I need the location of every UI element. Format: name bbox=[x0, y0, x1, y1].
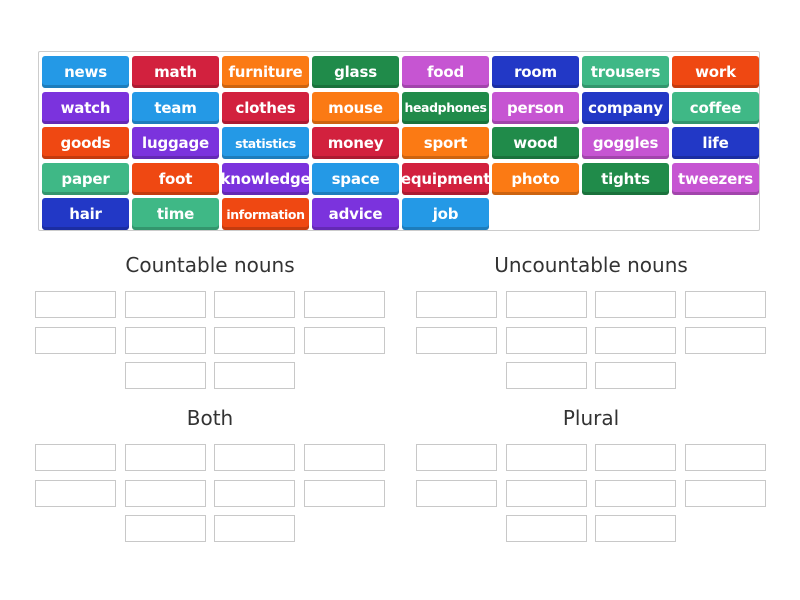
word-tile[interactable]: statistics bbox=[222, 127, 309, 159]
drop-slot[interactable] bbox=[505, 515, 587, 542]
drop-slot[interactable] bbox=[685, 444, 767, 471]
drop-slot[interactable] bbox=[685, 291, 767, 318]
drop-slot[interactable] bbox=[214, 444, 296, 471]
word-tile[interactable]: luggage bbox=[132, 127, 219, 159]
group-title: Both bbox=[186, 406, 234, 430]
drop-slot[interactable] bbox=[595, 362, 677, 389]
drop-slot[interactable] bbox=[304, 291, 386, 318]
drop-slot[interactable] bbox=[304, 326, 386, 354]
drop-slot[interactable] bbox=[595, 326, 677, 354]
word-pool: news math furniture glass food room trousers wo… bbox=[38, 51, 760, 231]
word-tile[interactable]: work bbox=[672, 56, 759, 88]
word-tile[interactable]: advice bbox=[312, 198, 399, 230]
word-tile[interactable]: information bbox=[222, 198, 309, 230]
drop-slot[interactable] bbox=[685, 479, 767, 507]
word-tile[interactable]: room bbox=[492, 56, 579, 88]
word-tile[interactable]: hair bbox=[42, 198, 129, 230]
drop-slot[interactable] bbox=[416, 291, 497, 318]
word-tile[interactable]: math bbox=[132, 56, 219, 88]
word-tile[interactable]: trousers bbox=[582, 56, 669, 88]
word-tile[interactable]: photo bbox=[492, 162, 579, 195]
word-tile[interactable]: sport bbox=[402, 127, 489, 159]
drop-slot[interactable] bbox=[124, 479, 206, 507]
word-tile[interactable]: equipment bbox=[401, 162, 490, 195]
word-tile[interactable]: team bbox=[132, 91, 219, 124]
drop-slot[interactable] bbox=[505, 362, 587, 389]
word-tile[interactable]: goggles bbox=[582, 127, 669, 159]
group-title: Uncountable nouns bbox=[494, 253, 688, 277]
drop-slot[interactable] bbox=[35, 326, 116, 354]
word-tile[interactable]: news bbox=[42, 56, 129, 88]
drop-slot[interactable] bbox=[304, 479, 386, 507]
drop-slot[interactable] bbox=[124, 326, 206, 354]
drop-slot[interactable] bbox=[595, 479, 677, 507]
drop-slot[interactable] bbox=[124, 362, 206, 389]
word-tile[interactable]: life bbox=[672, 127, 759, 159]
drop-slot[interactable] bbox=[505, 479, 587, 507]
drop-slot[interactable] bbox=[214, 326, 296, 354]
word-tile[interactable]: person bbox=[492, 91, 579, 124]
drop-slot[interactable] bbox=[505, 326, 587, 354]
drop-slot[interactable] bbox=[416, 479, 497, 507]
word-tile[interactable]: furniture bbox=[222, 56, 309, 88]
word-tile[interactable]: foot bbox=[132, 162, 219, 195]
drop-slot[interactable] bbox=[214, 291, 296, 318]
drop-slot[interactable] bbox=[124, 515, 206, 542]
drop-slot[interactable] bbox=[416, 326, 497, 354]
word-tile[interactable]: paper bbox=[42, 162, 129, 195]
word-tile[interactable]: headphones bbox=[402, 91, 489, 124]
drop-slot[interactable] bbox=[214, 362, 296, 389]
drop-slot[interactable] bbox=[124, 291, 206, 318]
drop-slot[interactable] bbox=[595, 444, 677, 471]
drop-slot[interactable] bbox=[505, 291, 587, 318]
drop-slot[interactable] bbox=[304, 444, 386, 471]
word-tile[interactable]: clothes bbox=[222, 91, 309, 124]
drop-slot[interactable] bbox=[214, 479, 296, 507]
word-tile[interactable]: glass bbox=[312, 56, 399, 88]
word-tile[interactable]: coffee bbox=[672, 91, 759, 124]
drop-slot[interactable] bbox=[124, 444, 206, 471]
group-title: Countable nouns bbox=[125, 253, 295, 277]
drop-slot[interactable] bbox=[214, 515, 296, 542]
drop-slot[interactable] bbox=[416, 444, 497, 471]
word-tile[interactable]: time bbox=[132, 198, 219, 230]
word-tile[interactable]: tweezers bbox=[672, 162, 759, 195]
word-tile[interactable]: mouse bbox=[312, 91, 399, 124]
word-tile[interactable]: food bbox=[402, 56, 489, 88]
word-tile[interactable]: goods bbox=[42, 127, 129, 159]
word-tile[interactable]: watch bbox=[42, 91, 129, 124]
word-tile[interactable]: knowledge bbox=[221, 162, 311, 195]
group-title: Plural bbox=[562, 406, 620, 430]
drop-slot[interactable] bbox=[595, 291, 677, 318]
word-tile[interactable]: space bbox=[312, 162, 399, 195]
drop-slot[interactable] bbox=[595, 515, 677, 542]
word-tile[interactable]: job bbox=[402, 198, 489, 230]
drop-slot[interactable] bbox=[505, 444, 587, 471]
drop-slot[interactable] bbox=[35, 444, 116, 471]
word-tile[interactable]: wood bbox=[492, 127, 579, 159]
drop-slot[interactable] bbox=[35, 479, 116, 507]
word-tile[interactable]: company bbox=[582, 91, 669, 124]
word-tile[interactable]: tights bbox=[582, 162, 669, 195]
drop-slot[interactable] bbox=[685, 326, 767, 354]
word-tile[interactable]: money bbox=[312, 127, 399, 159]
drop-slot[interactable] bbox=[35, 291, 116, 318]
